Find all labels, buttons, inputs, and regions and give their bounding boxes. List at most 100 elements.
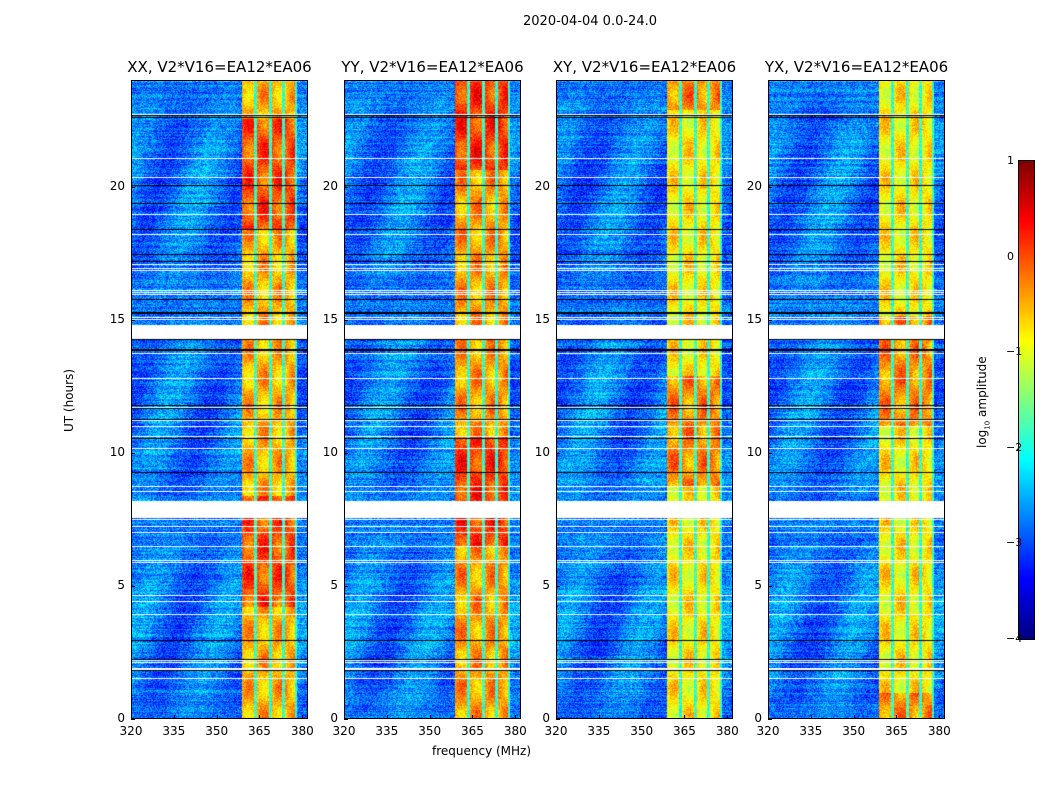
y-tick-label: 0 (754, 711, 762, 725)
colorbar-tick-label: 0 (1007, 249, 1014, 263)
colorbar-tick-label: −3 (1006, 536, 1023, 550)
x-tick-label: 320 (119, 724, 143, 738)
y-tick-label: 15 (109, 311, 125, 326)
heatmap-image (131, 80, 308, 719)
x-tick-mark (768, 715, 769, 719)
y-tick-label: 0 (117, 711, 125, 725)
x-tick-mark (684, 715, 686, 719)
x-tick-label: 320 (756, 724, 780, 738)
y-tick-mark (768, 719, 772, 720)
y-tick-mark (768, 452, 772, 454)
y-tick-mark (131, 452, 135, 454)
y-tick-mark (556, 452, 560, 454)
panel-2: YY, V2*V16=EA12*EA06 320 335 350 365 380 0 5 10 1… (323, 58, 527, 738)
colorbar-label: log10 amplitude (975, 356, 992, 448)
x-tick-mark (344, 715, 345, 719)
x-tick-label: 350 (418, 724, 442, 738)
y-tick-label: 10 (109, 444, 125, 459)
x-tick-mark (216, 715, 218, 719)
axes-frame (556, 80, 733, 719)
panel-title: YX, V2*V16=EA12*EA06 (764, 58, 949, 76)
x-tick-mark (896, 715, 898, 719)
figure-title: 2020-04-04 0.0-24.0 (523, 14, 657, 29)
x-tick-label: 335 (799, 724, 823, 738)
y-tick-label: 20 (746, 178, 762, 193)
y-tick-label: 5 (754, 577, 762, 592)
y-tick-mark (131, 719, 135, 720)
y-tick-mark (344, 585, 348, 587)
colorbar-tick-label: −4 (1006, 632, 1023, 645)
x-tick-mark (810, 715, 812, 719)
x-tick-mark (472, 715, 474, 719)
panel-title: XY, V2*V16=EA12*EA06 (552, 58, 737, 76)
x-tick-label: 365 (461, 724, 484, 738)
x-tick-mark (302, 715, 304, 719)
colorbar-tick-label: 1 (1007, 154, 1014, 167)
panel-3: XY, V2*V16=EA12*EA06 320 335 350 365 380 0 5 10 1… (535, 58, 739, 738)
x-tick-label: 365 (673, 724, 696, 738)
colorbar-tick-label: −1 (1006, 345, 1023, 359)
x-tick-mark (598, 715, 600, 719)
x-tick-label: 365 (885, 724, 908, 738)
y-tick-label: 20 (534, 178, 550, 193)
panel-4: YX, V2*V16=EA12*EA06 320 335 350 365 380 0 5 10 1… (747, 58, 951, 738)
x-tick-label: 350 (842, 724, 866, 738)
y-tick-mark (344, 186, 348, 188)
x-tick-mark (641, 715, 643, 719)
y-tick-mark (556, 585, 560, 587)
y-tick-label: 15 (322, 311, 338, 326)
panel-title: XX, V2*V16=EA12*EA06 (127, 58, 312, 76)
y-tick-mark (131, 319, 135, 321)
y-tick-label: 5 (117, 577, 125, 592)
y-tick-label: 15 (746, 311, 762, 326)
y-tick-mark (556, 186, 560, 188)
y-tick-mark (344, 319, 348, 321)
heatmap-image (344, 80, 521, 719)
x-tick-mark (853, 715, 855, 719)
x-tick-label: 380 (290, 724, 314, 738)
x-axis-label: frequency (MHz) (432, 744, 532, 758)
y-tick-label: 15 (534, 311, 550, 326)
x-tick-mark (386, 715, 388, 719)
x-tick-mark (131, 715, 132, 719)
colorbar (1018, 160, 1035, 640)
x-tick-label: 335 (162, 724, 186, 738)
y-tick-label: 0 (542, 711, 550, 725)
panel-title: YY, V2*V16=EA12*EA06 (341, 58, 524, 76)
x-tick-mark (515, 715, 517, 719)
x-tick-label: 350 (205, 724, 229, 738)
panel-1: XX, V2*V16=EA12*EA06 320 335 350 365 380 0 5 10 1… (110, 58, 314, 738)
x-tick-label: 365 (248, 724, 271, 738)
x-tick-label: 350 (630, 724, 654, 738)
y-tick-mark (131, 186, 135, 188)
y-tick-mark (556, 319, 560, 321)
axes-frame (768, 80, 945, 719)
axes-frame (131, 80, 308, 719)
x-tick-mark (727, 715, 729, 719)
y-tick-mark (344, 719, 348, 720)
y-tick-label: 20 (109, 178, 125, 193)
y-tick-label: 0 (330, 711, 338, 725)
heatmap-image (556, 80, 733, 719)
x-tick-label: 320 (544, 724, 568, 738)
y-tick-label: 10 (322, 444, 338, 459)
y-tick-label: 5 (542, 577, 550, 592)
x-tick-mark (939, 715, 941, 719)
y-axis-label: UT (hours) (62, 368, 76, 432)
y-tick-label: 10 (534, 444, 550, 459)
x-tick-mark (556, 715, 557, 719)
x-tick-label: 335 (375, 724, 399, 738)
heatmap-image (768, 80, 945, 719)
y-tick-mark (344, 452, 348, 454)
axes-frame (344, 80, 521, 719)
x-tick-label: 380 (715, 724, 739, 738)
colorbar-tick-label: −2 (1006, 440, 1023, 454)
y-tick-mark (768, 585, 772, 587)
y-tick-mark (768, 186, 772, 188)
x-tick-label: 320 (332, 724, 356, 738)
x-tick-label: 380 (503, 724, 527, 738)
x-tick-label: 380 (927, 724, 951, 738)
y-tick-mark (768, 319, 772, 321)
y-tick-mark (556, 719, 560, 720)
